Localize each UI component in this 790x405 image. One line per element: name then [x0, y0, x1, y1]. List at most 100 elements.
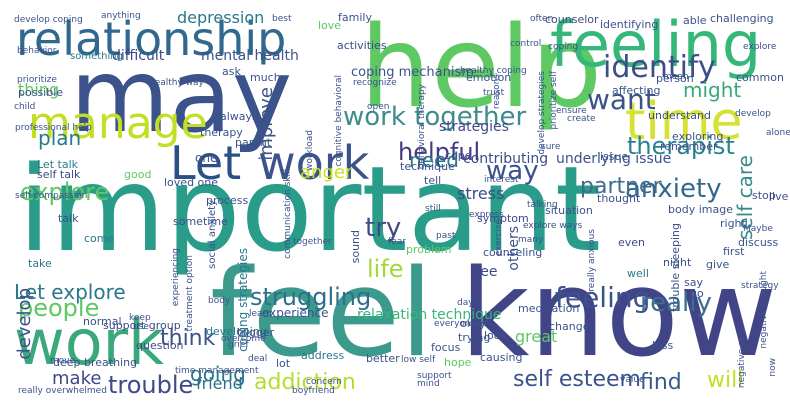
- word-create-111: create: [567, 114, 596, 124]
- word-know-4: know: [460, 245, 778, 384]
- word-still-176: still: [425, 204, 441, 214]
- word-work-9: work: [258, 136, 370, 190]
- word-interest-117: interest: [484, 175, 519, 185]
- word-situation-73: situation: [545, 204, 593, 217]
- word-concern-155: concern: [306, 377, 342, 387]
- word-lot-133: lot: [276, 357, 291, 370]
- word-support-182: support: [417, 371, 452, 381]
- word-therapist-15: therapist: [627, 132, 735, 160]
- word-able-101: able: [683, 14, 707, 27]
- word-workload-160: workload: [305, 130, 315, 172]
- word-mind-183: mind: [417, 379, 440, 389]
- word-behavior-137: behavior: [17, 46, 57, 56]
- word-might-17: might: [683, 78, 742, 102]
- word-explore-ways-171: explore ways: [523, 221, 583, 231]
- word-underlying-issue-51: underlying issue: [556, 151, 672, 167]
- word-important-0: important: [18, 140, 601, 278]
- word-think-31: think: [160, 326, 216, 351]
- word-self-talk-88: self talk: [37, 168, 81, 181]
- word-thought-71: thought: [597, 192, 641, 205]
- word-loved-one-87: loved one: [164, 176, 219, 189]
- word-time-management-151: time management: [175, 366, 259, 376]
- word-may-1: may: [70, 37, 293, 156]
- word-trigger-61: trigger: [237, 326, 275, 339]
- word-trying-129: trying: [458, 331, 491, 344]
- word-right-127: right: [720, 217, 746, 230]
- word-take-85: take: [28, 257, 52, 270]
- word-people-30: people: [18, 294, 100, 322]
- word-control-168: control: [510, 39, 542, 49]
- word-let-8: Let: [170, 136, 242, 190]
- word-stop-125: stop: [752, 189, 776, 202]
- word-healthy-coping-162: healthy coping: [460, 66, 527, 76]
- word-talk-84: talk: [58, 212, 79, 225]
- word-anxiety-19: anxiety: [625, 174, 722, 204]
- word-keep-146: keep: [129, 313, 151, 323]
- word-exploring-109: exploring: [672, 130, 724, 143]
- word-experience-56: experience: [262, 306, 329, 320]
- word-identifying-100: identifying: [600, 18, 659, 31]
- word-make-34: make: [52, 368, 102, 389]
- word-deal-154: deal: [248, 354, 268, 364]
- word-everyone-184: everyone: [434, 319, 477, 329]
- word-use-147: use: [133, 322, 149, 332]
- word-good-90: good: [124, 168, 152, 181]
- word-depression-46: depression: [177, 8, 265, 27]
- word-learn-149: learn: [249, 309, 272, 319]
- word-even-77: even: [618, 236, 646, 249]
- word-grief-153: grief: [228, 340, 249, 350]
- word-healthy-way-158: healthy way: [149, 78, 204, 88]
- word-many-190: many: [518, 235, 544, 245]
- word-child-139: child: [14, 102, 36, 112]
- word-well-78: well: [627, 267, 649, 280]
- word-explore-197: explore: [743, 42, 777, 52]
- word-strategies-49: strategies: [439, 119, 509, 135]
- word-trouble-25: trouble: [108, 371, 194, 399]
- word-plan-43: plan: [38, 126, 82, 150]
- word-reasons-167: reasons: [492, 74, 502, 110]
- word-deep-breathing-58: deep breathing: [53, 356, 138, 369]
- word-partner-20: partner: [580, 174, 662, 199]
- word-causing-69: causing: [480, 351, 523, 364]
- word-great-66: great: [515, 327, 558, 346]
- word-feeling-23: feeling: [555, 281, 651, 314]
- word-develop-45: develop: [14, 288, 35, 360]
- word-therapy-93: therapy: [200, 126, 243, 139]
- word-cope-112: cope: [445, 149, 472, 162]
- word-behavioral-therapy-166: behavioral therapy: [417, 84, 427, 170]
- word-life-36: life: [367, 255, 404, 283]
- word-cognitive-behavioral-165: cognitive behavioral: [334, 75, 344, 167]
- word-parent-92: parent: [235, 136, 272, 149]
- word-addiction-26: addiction: [254, 370, 356, 395]
- word-feel-3: feel: [210, 245, 434, 384]
- word-relationship-6: relationship: [16, 12, 287, 66]
- word-coping-193: coping: [548, 42, 579, 52]
- word-better-68: better: [366, 352, 400, 365]
- word-problem-120: problem: [406, 243, 452, 256]
- word-overcome-152: overcome: [221, 334, 266, 344]
- word-often-169: often: [530, 14, 554, 24]
- word-stress-40: stress: [457, 184, 505, 203]
- word-self-compassion-141: self compassion: [15, 191, 88, 201]
- word-friend-33: friend: [196, 374, 243, 393]
- word-anger-41: anger: [300, 162, 353, 183]
- word-explore-18: explore: [20, 178, 110, 206]
- word-issue-76: issue: [600, 150, 629, 163]
- word-need-39: need: [409, 148, 459, 172]
- word-first-123: first: [723, 245, 745, 258]
- word-alone-110: alone: [766, 128, 790, 138]
- word-going-32: going: [190, 362, 246, 386]
- word-okay-128: okay: [460, 317, 487, 330]
- word-say-79: say: [684, 276, 703, 289]
- word-symptom-72: symptom: [477, 212, 529, 225]
- word-prioritize-self-164: prioritize self: [549, 71, 559, 130]
- word-hope-132: hope: [444, 356, 472, 369]
- word-work-7: work: [14, 306, 165, 379]
- word-sometime-145: sometime: [173, 215, 228, 228]
- word-let-talk-89: Let talk: [37, 158, 78, 171]
- word-contributing-50: contributing: [463, 151, 549, 167]
- word-strategy-195: strategy: [741, 281, 779, 291]
- word-difficult-47: difficult: [112, 48, 165, 64]
- word-recognize-161: recognize: [353, 78, 397, 88]
